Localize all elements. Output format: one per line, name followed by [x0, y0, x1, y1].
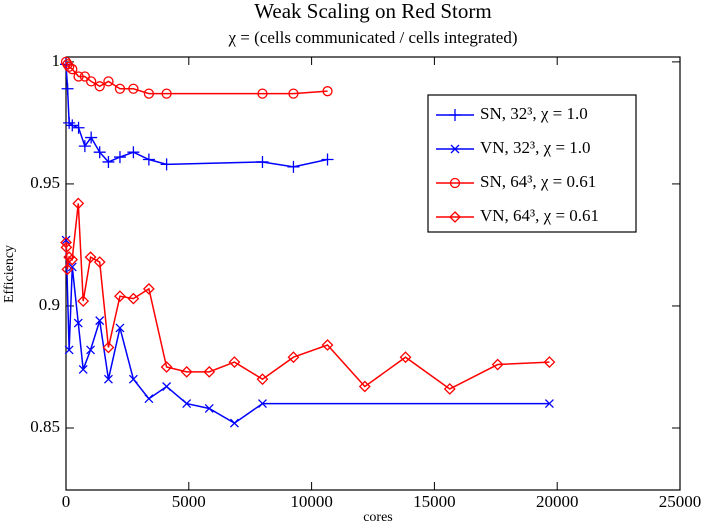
marker — [399, 351, 412, 364]
marker — [66, 119, 79, 132]
marker — [67, 262, 77, 272]
marker — [143, 88, 155, 99]
marker — [72, 121, 85, 134]
marker — [204, 404, 214, 413]
marker — [93, 146, 106, 159]
legend — [427, 94, 637, 233]
marker — [102, 341, 115, 354]
marker — [79, 71, 91, 82]
marker — [287, 351, 300, 364]
marker — [142, 153, 155, 166]
marker — [64, 345, 74, 355]
marker — [128, 83, 139, 94]
marker — [61, 82, 74, 95]
marker — [257, 88, 268, 99]
marker — [321, 153, 334, 166]
x-tick-label: 25000 — [659, 492, 702, 511]
marker — [94, 81, 105, 92]
marker — [162, 382, 172, 391]
marker — [287, 160, 300, 173]
marker — [73, 71, 84, 82]
marker — [84, 251, 97, 264]
marker — [229, 418, 239, 428]
chart-title: Weak Scaling on Red Storm — [254, 0, 491, 23]
legend-label: VN, 32³, χ = 1.0 — [480, 138, 591, 157]
marker — [114, 290, 126, 303]
marker — [443, 383, 456, 395]
marker — [63, 116, 76, 129]
series-line — [65, 240, 550, 425]
marker — [127, 146, 140, 159]
x-axis-label: cores — [363, 510, 393, 525]
marker — [78, 140, 91, 153]
marker — [491, 358, 504, 371]
marker — [127, 292, 140, 305]
marker — [85, 76, 97, 87]
marker — [322, 86, 333, 97]
marker — [321, 339, 334, 351]
marker — [128, 374, 138, 384]
marker — [115, 323, 125, 333]
y-tick-label: 0.95 — [30, 173, 60, 192]
marker — [85, 131, 98, 144]
marker — [258, 399, 267, 409]
marker — [543, 356, 556, 369]
marker — [61, 263, 74, 276]
legend-label: SN, 64³, χ = 0.61 — [480, 172, 596, 191]
marker — [67, 64, 78, 75]
marker — [86, 345, 96, 355]
marker — [93, 256, 106, 268]
marker — [114, 83, 126, 94]
marker — [72, 197, 85, 210]
marker — [78, 364, 88, 374]
marker — [358, 380, 371, 393]
x-tick-label: 15000 — [413, 492, 456, 511]
marker — [544, 399, 554, 409]
marker — [256, 373, 269, 386]
marker — [228, 356, 241, 369]
x-tick-label: 20000 — [536, 492, 579, 511]
y-tick-label: 0.85 — [30, 417, 60, 436]
marker — [160, 361, 173, 373]
marker — [449, 109, 461, 121]
marker — [256, 155, 269, 168]
marker — [144, 394, 154, 404]
chart-subtitle: χ = (cells communicated / cells integrat… — [227, 28, 517, 47]
legend-label: VN, 64³, χ = 0.61 — [480, 206, 599, 225]
series-line — [65, 64, 328, 168]
marker — [103, 76, 114, 87]
marker — [113, 151, 126, 164]
y-axis-label: Efficiency — [2, 245, 17, 303]
marker — [449, 177, 461, 189]
marker — [73, 318, 83, 328]
marker — [60, 241, 73, 254]
marker — [142, 282, 155, 295]
legend-label: SN, 32³, χ = 1.0 — [480, 104, 588, 123]
marker — [182, 399, 192, 409]
marker — [77, 295, 90, 308]
marker — [102, 155, 115, 168]
x-tick-label: 10000 — [290, 492, 333, 511]
marker — [161, 88, 172, 99]
marker — [180, 365, 193, 378]
x-tick-label: 5000 — [172, 492, 206, 511]
marker — [60, 236, 72, 249]
marker — [66, 253, 79, 266]
marker — [103, 374, 113, 384]
marker — [61, 235, 71, 245]
marker — [203, 365, 216, 378]
marker — [95, 316, 105, 326]
marker — [63, 61, 75, 72]
x-tick-label: 0 — [62, 492, 71, 511]
y-tick-label: 0.9 — [39, 295, 60, 314]
marker — [449, 211, 461, 223]
marker — [288, 88, 299, 99]
y-tick-label: 1 — [52, 51, 61, 70]
marker — [450, 144, 460, 154]
marker — [160, 158, 173, 171]
